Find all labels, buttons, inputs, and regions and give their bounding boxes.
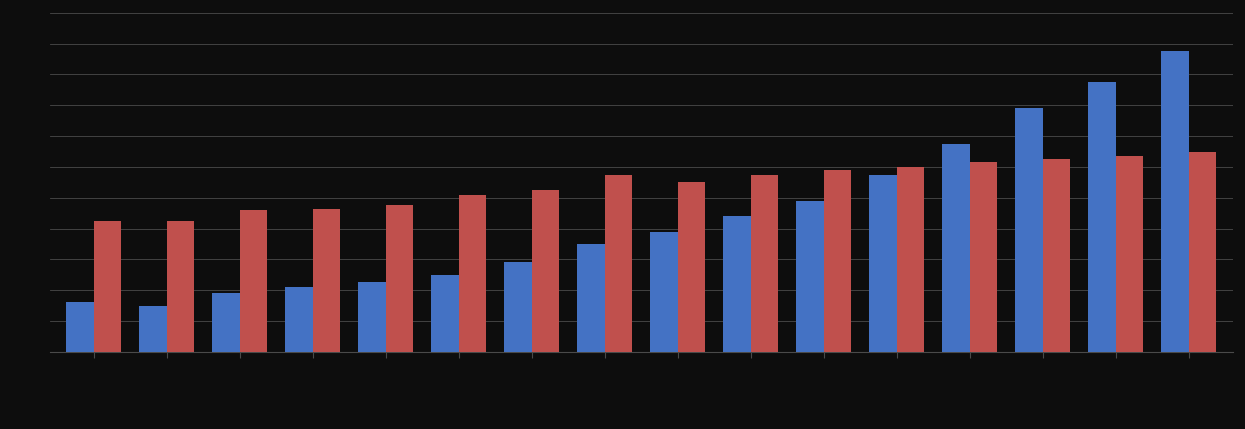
Bar bbox=[723, 216, 751, 352]
Bar bbox=[576, 244, 605, 352]
Bar bbox=[1116, 156, 1143, 352]
Bar bbox=[1088, 82, 1116, 352]
Bar bbox=[312, 208, 340, 352]
Bar bbox=[431, 275, 458, 352]
Bar bbox=[93, 221, 121, 352]
Bar bbox=[605, 175, 632, 352]
Bar bbox=[1189, 151, 1216, 352]
Bar bbox=[504, 263, 532, 352]
Bar bbox=[650, 232, 677, 352]
Bar bbox=[751, 175, 778, 352]
Bar bbox=[357, 282, 386, 352]
Bar bbox=[458, 195, 487, 352]
Bar bbox=[796, 201, 824, 352]
Bar bbox=[285, 287, 312, 352]
Bar bbox=[66, 302, 93, 352]
Bar bbox=[139, 305, 167, 352]
Bar bbox=[212, 293, 239, 352]
Bar bbox=[896, 167, 925, 352]
Bar bbox=[167, 221, 194, 352]
Bar bbox=[869, 175, 896, 352]
Bar bbox=[1043, 159, 1071, 352]
Bar bbox=[1015, 109, 1043, 352]
Bar bbox=[532, 190, 559, 352]
Bar bbox=[1162, 51, 1189, 352]
Bar bbox=[677, 182, 706, 352]
Bar bbox=[239, 210, 268, 352]
Bar bbox=[824, 170, 852, 352]
Bar bbox=[386, 205, 413, 352]
Bar bbox=[970, 162, 997, 352]
Bar bbox=[942, 144, 970, 352]
